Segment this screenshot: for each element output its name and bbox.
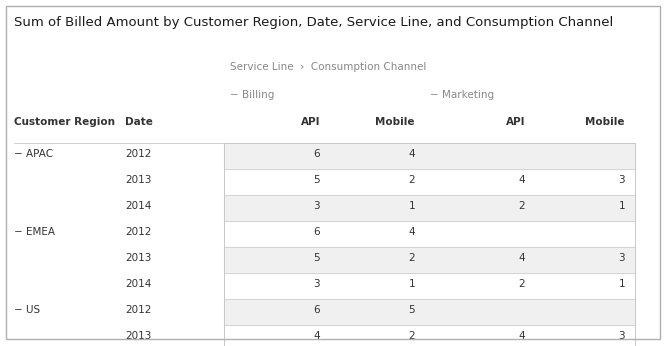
Text: 3: 3	[618, 253, 625, 263]
Text: Mobile: Mobile	[376, 117, 415, 127]
Text: 3: 3	[313, 279, 320, 289]
Text: 2013: 2013	[125, 331, 151, 341]
Text: − EMEA: − EMEA	[14, 227, 55, 237]
Text: Mobile: Mobile	[586, 117, 625, 127]
Text: 2013: 2013	[125, 253, 151, 263]
Text: 2: 2	[408, 331, 415, 341]
Text: Sum of Billed Amount by Customer Region, Date, Service Line, and Consumption Cha: Sum of Billed Amount by Customer Region,…	[14, 16, 613, 29]
Text: Customer Region: Customer Region	[14, 117, 115, 127]
Text: 4: 4	[518, 331, 525, 341]
Text: 4: 4	[408, 227, 415, 237]
Text: 1: 1	[408, 201, 415, 211]
Text: 2: 2	[518, 201, 525, 211]
Text: 4: 4	[408, 149, 415, 159]
Text: 2014: 2014	[125, 201, 151, 211]
Text: 5: 5	[313, 175, 320, 185]
Bar	[224, 143, 635, 346]
Bar	[224, 143, 635, 169]
Text: − APAC: − APAC	[14, 149, 53, 159]
Text: 2: 2	[518, 279, 525, 289]
Text: 6: 6	[313, 305, 320, 315]
Text: 2: 2	[408, 175, 415, 185]
Text: API: API	[301, 117, 320, 127]
Text: − US: − US	[14, 305, 40, 315]
Text: − Marketing: − Marketing	[430, 90, 494, 100]
Text: 2: 2	[408, 253, 415, 263]
Text: API: API	[506, 117, 525, 127]
Text: − Billing: − Billing	[230, 90, 274, 100]
Text: 4: 4	[313, 331, 320, 341]
Text: 4: 4	[518, 175, 525, 185]
Text: 2012: 2012	[125, 305, 151, 315]
Text: 6: 6	[313, 227, 320, 237]
Bar	[224, 247, 635, 273]
Text: 1: 1	[408, 279, 415, 289]
Text: Service Line  ›  Consumption Channel: Service Line › Consumption Channel	[230, 62, 426, 72]
Bar	[224, 299, 635, 325]
Text: 6: 6	[313, 149, 320, 159]
Text: 2013: 2013	[125, 175, 151, 185]
Text: 4: 4	[518, 253, 525, 263]
Bar	[224, 195, 635, 221]
Text: 3: 3	[313, 201, 320, 211]
Text: Date: Date	[125, 117, 153, 127]
Text: 5: 5	[408, 305, 415, 315]
Text: 3: 3	[618, 175, 625, 185]
Text: 2012: 2012	[125, 227, 151, 237]
Text: 3: 3	[618, 331, 625, 341]
Text: 2012: 2012	[125, 149, 151, 159]
Text: 1: 1	[618, 279, 625, 289]
Text: 1: 1	[618, 201, 625, 211]
Text: 2014: 2014	[125, 279, 151, 289]
Text: 5: 5	[313, 253, 320, 263]
